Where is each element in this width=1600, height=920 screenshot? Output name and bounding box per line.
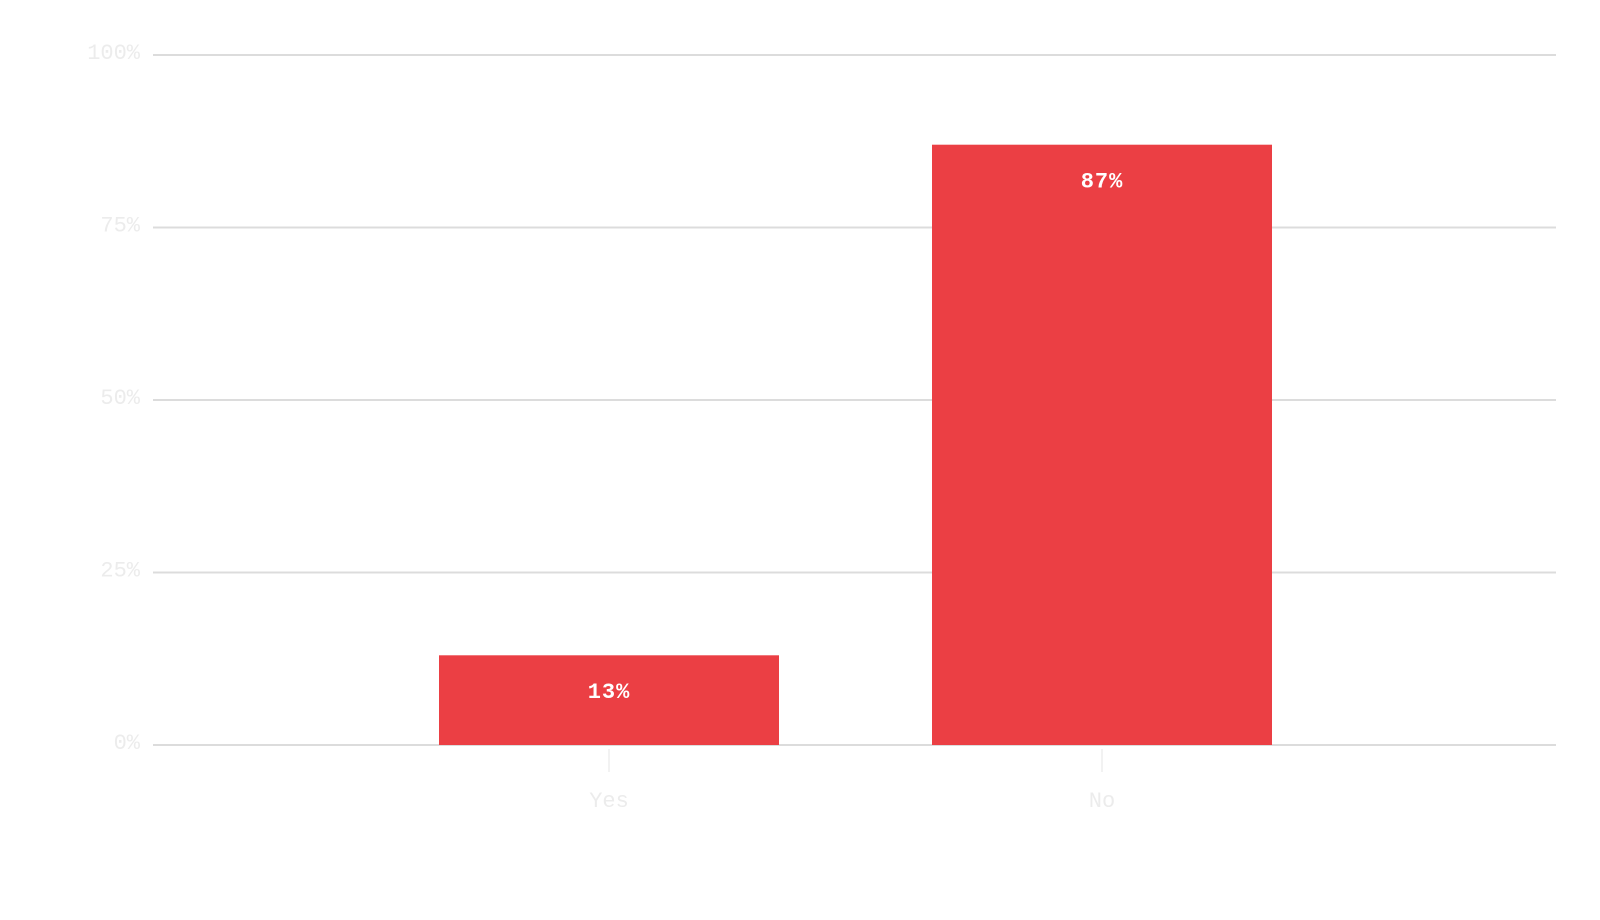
bar [439, 655, 779, 745]
y-tick-label: 75% [100, 213, 140, 238]
y-tick-label: 50% [100, 386, 140, 411]
value-label: 13% [588, 680, 631, 705]
y-tick-label: 0% [114, 731, 141, 756]
y-tick-label: 25% [100, 558, 140, 583]
x-tick-label: No [1089, 789, 1115, 814]
y-tick-label: 100% [87, 41, 141, 66]
value-label: 87% [1081, 170, 1124, 195]
x-tick-label: Yes [589, 789, 629, 814]
bar [932, 144, 1272, 745]
